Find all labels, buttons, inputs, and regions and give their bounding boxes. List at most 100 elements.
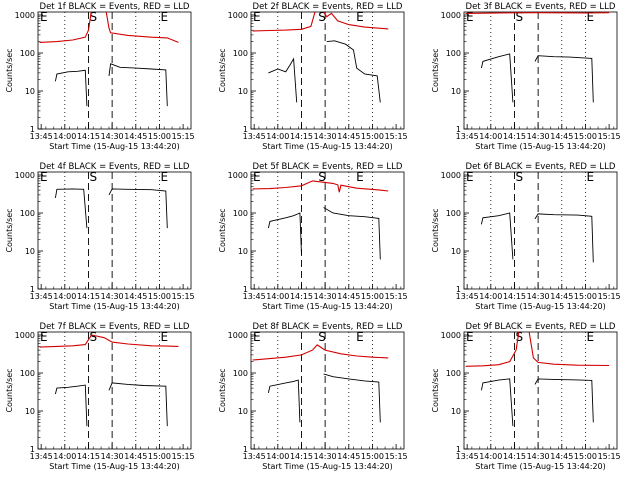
x-tick-label: 13:45 [243, 452, 266, 461]
e-marker: E [586, 10, 594, 24]
x-tick-label: 14:30 [101, 452, 124, 461]
start-e-marker: E [253, 170, 261, 184]
x-tick-label: 14:00 [479, 452, 502, 461]
x-tick-label: 14:15 [77, 292, 100, 301]
x-tick-label: 14:30 [314, 132, 337, 141]
chart-title: Det 4f BLACK = Events, RED = LLD [40, 162, 190, 172]
y-tick-label: 1000 [15, 171, 35, 180]
plot-frame [37, 171, 192, 290]
y-tick-label: 10 [451, 87, 461, 96]
y-tick-label: 10 [238, 87, 248, 96]
y-tick-label: 100 [446, 209, 461, 218]
e-marker: E [586, 170, 594, 184]
x-tick-label: 15:00 [148, 132, 171, 141]
y-axis-label: Counts/sec [5, 208, 14, 252]
x-tick-label: 15:00 [361, 452, 384, 461]
x-axis-label: Start Time (15-Aug-15 13:44:20) [475, 302, 606, 311]
chart-title: Det 8f BLACK = Events, RED = LLD [253, 322, 403, 332]
e-marker: E [160, 10, 168, 24]
chart-svg: Det 4f BLACK = Events, RED = LLD 1 10 100 10… [5, 162, 195, 311]
y-tick-label: 100 [446, 369, 461, 378]
y-tick-label: 1 [30, 445, 35, 454]
x-tick-label: 14:15 [77, 452, 100, 461]
start-e-marker: E [466, 170, 474, 184]
y-tick-label: 1 [456, 285, 461, 294]
y-tick-label: 1000 [15, 11, 35, 20]
s-marker: S [89, 170, 97, 184]
chart-svg: Det 6f BLACK = Events, RED = LLD 1 10 100 10… [431, 162, 621, 311]
events-series-line [480, 212, 514, 260]
x-tick-label: 14:00 [266, 292, 289, 301]
x-tick-label: 14:15 [290, 292, 313, 301]
x-tick-label: 15:00 [574, 452, 597, 461]
y-tick-label: 10 [25, 407, 35, 416]
x-tick-label: 15:00 [148, 292, 171, 301]
x-tick-label: 14:00 [53, 292, 76, 301]
y-tick-label: 1 [30, 285, 35, 294]
x-tick-label: 13:45 [456, 132, 479, 141]
x-tick-label: 14:15 [503, 132, 526, 141]
events-series-line [108, 188, 168, 229]
y-tick-label: 100 [233, 209, 248, 218]
e-marker: E [586, 330, 594, 344]
plot-frame [37, 331, 192, 450]
y-tick-label: 1 [243, 445, 248, 454]
x-tick-label: 14:30 [101, 292, 124, 301]
x-tick-label: 14:15 [503, 292, 526, 301]
y-axis-label: Counts/sec [218, 48, 227, 92]
chart-panel-8: Det 8f BLACK = Events, RED = LLD 1 10 100 10… [213, 320, 426, 484]
events-series-line [108, 63, 168, 107]
y-tick-label: 100 [233, 49, 248, 58]
x-tick-label: 15:15 [172, 452, 195, 461]
events-series-line [268, 57, 298, 103]
y-tick-label: 1 [243, 285, 248, 294]
y-tick-label: 1000 [228, 11, 248, 20]
e-marker: E [160, 330, 168, 344]
chart-title: Det 6f BLACK = Events, RED = LLD [466, 162, 616, 172]
y-tick-label: 1000 [228, 171, 248, 180]
y-tick-label: 100 [446, 49, 461, 58]
y-tick-label: 1 [456, 445, 461, 454]
e-marker: E [356, 170, 364, 184]
chart-panel-3: Det 3f BLACK = Events, RED = LLD 1 10 100 10… [426, 0, 639, 164]
chart-title: Det 5f BLACK = Events, RED = LLD [253, 162, 403, 172]
chart-panel-6: Det 6f BLACK = Events, RED = LLD 1 10 100 10… [426, 160, 639, 324]
events-series-line [326, 40, 381, 103]
events-series-line [534, 55, 594, 103]
chart-panel-1: Det 1f BLACK = Events, RED = LLD 1 10 100 10… [0, 0, 213, 164]
plot-frame [463, 11, 618, 130]
x-tick-label: 15:15 [598, 132, 621, 141]
x-tick-label: 15:15 [598, 452, 621, 461]
plot-frame [250, 331, 405, 450]
x-tick-label: 13:45 [243, 292, 266, 301]
chart-title: Det 3f BLACK = Events, RED = LLD [466, 2, 616, 12]
x-tick-label: 14:15 [77, 132, 100, 141]
y-tick-label: 10 [25, 87, 35, 96]
e-marker: E [160, 170, 168, 184]
y-tick-label: 100 [20, 369, 35, 378]
chart-svg: Det 8f BLACK = Events, RED = LLD 1 10 100 10… [218, 322, 408, 471]
y-tick-label: 1000 [441, 171, 461, 180]
x-tick-label: 14:45 [124, 452, 147, 461]
y-tick-label: 10 [238, 247, 248, 256]
y-tick-label: 10 [25, 247, 35, 256]
y-tick-label: 1000 [228, 331, 248, 340]
e-marker: E [356, 330, 364, 344]
lld-series-line [465, 332, 610, 367]
x-tick-label: 15:15 [172, 132, 195, 141]
x-tick-label: 13:45 [456, 292, 479, 301]
chart-panel-4: Det 4f BLACK = Events, RED = LLD 1 10 100 10… [0, 160, 213, 324]
chart-panel-2: Det 2f BLACK = Events, RED = LLD 1 10 100 10… [213, 0, 426, 164]
y-tick-label: 1000 [15, 331, 35, 340]
x-tick-label: 15:00 [574, 132, 597, 141]
y-tick-label: 100 [20, 49, 35, 58]
x-axis-label: Start Time (15-Aug-15 13:44:20) [49, 302, 180, 311]
x-tick-label: 14:15 [290, 132, 313, 141]
events-series-line [534, 378, 594, 423]
y-tick-label: 100 [233, 369, 248, 378]
x-tick-label: 14:45 [550, 452, 573, 461]
events-series-line [480, 53, 514, 103]
plot-frame [250, 171, 405, 290]
x-tick-label: 13:45 [243, 132, 266, 141]
